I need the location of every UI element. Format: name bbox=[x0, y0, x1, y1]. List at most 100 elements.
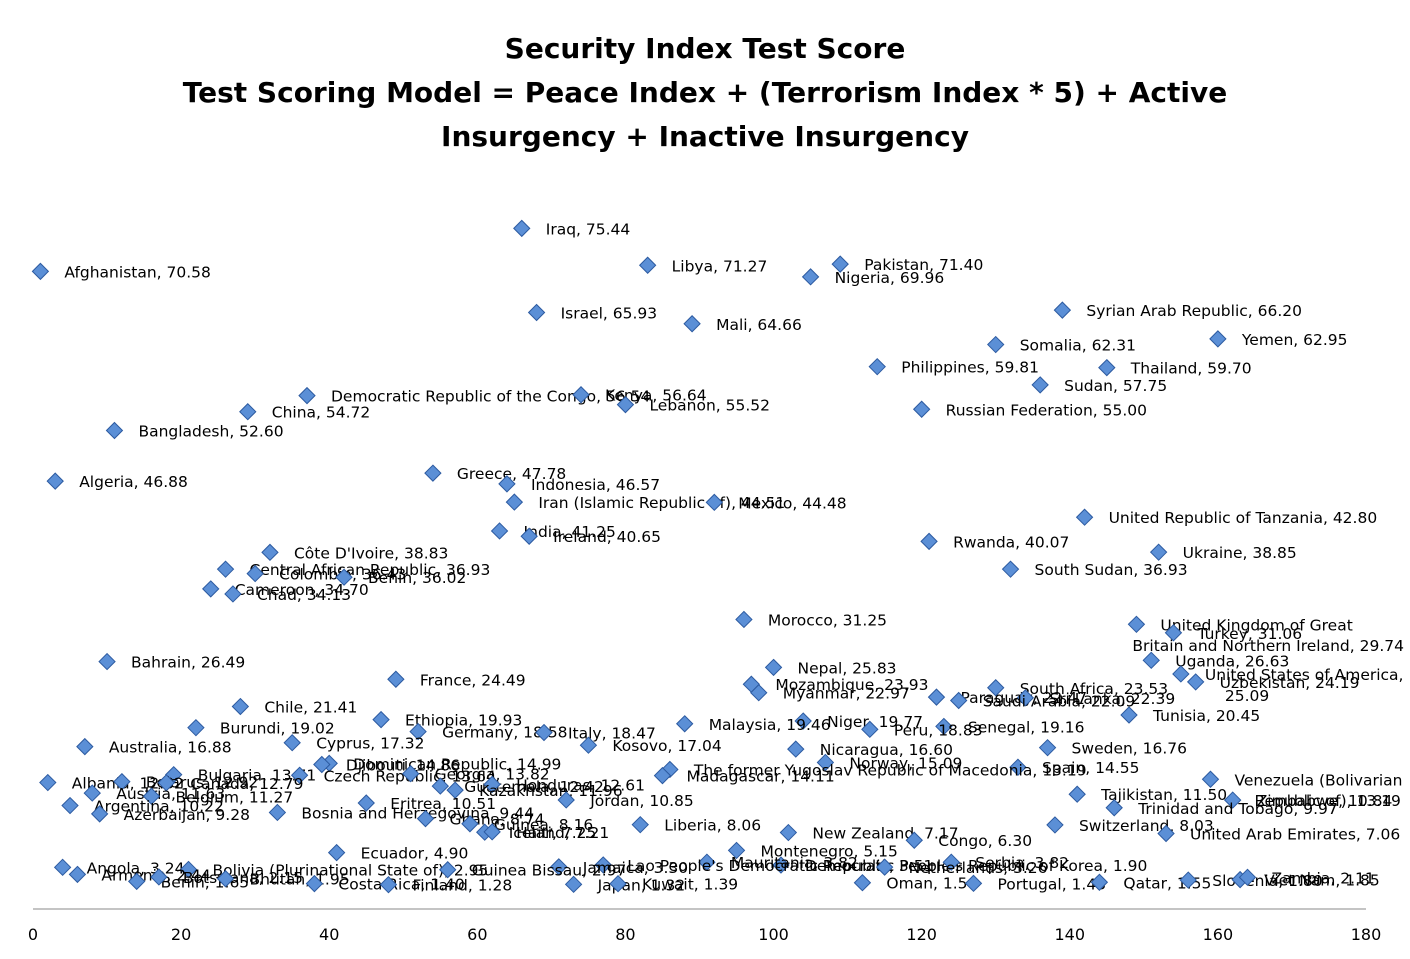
point-label: Nepal, 25.83 bbox=[798, 659, 897, 677]
point-label: Bosnia and Herzegovina, 9.44 bbox=[301, 804, 534, 822]
point-label: Viet Nam, 1.85 bbox=[1264, 872, 1380, 890]
point-marker bbox=[483, 823, 501, 841]
point-marker bbox=[46, 472, 64, 490]
point-marker bbox=[39, 773, 57, 792]
point-label: China, 54.72 bbox=[272, 404, 371, 422]
point-label: Belgium, 11.27 bbox=[175, 788, 293, 806]
point-marker bbox=[157, 774, 176, 792]
point-marker bbox=[1038, 738, 1057, 757]
point-label: Sudan, 57.75 bbox=[1064, 377, 1167, 395]
point-marker bbox=[61, 796, 79, 815]
point-label: Serbia, 3.82 bbox=[975, 854, 1069, 872]
point-label: Burundi, 19.02 bbox=[220, 720, 335, 738]
point-marker bbox=[816, 753, 835, 772]
point-marker bbox=[513, 219, 531, 238]
point-marker bbox=[409, 722, 427, 741]
point-label: Guinea Bissau, 2.97 bbox=[472, 862, 627, 880]
point-marker bbox=[1179, 871, 1197, 889]
point-label: Zimbabwe, 10.84 bbox=[1257, 792, 1393, 810]
point-label: Libya, 71.27 bbox=[672, 257, 768, 275]
point-label: United Arab Emirates, 7.06 bbox=[1190, 826, 1400, 844]
point-marker bbox=[750, 684, 768, 702]
point-marker bbox=[1001, 560, 1020, 578]
point-label: Iraq, 75.44 bbox=[546, 220, 631, 238]
point-label: Afghanistan, 70.58 bbox=[64, 263, 211, 281]
point-marker bbox=[564, 875, 583, 894]
point-marker bbox=[127, 872, 146, 891]
point-label: United Kingdom of Great Britain and North… bbox=[1132, 616, 1404, 655]
point-label: Syrian Arab Republic, 66.20 bbox=[1086, 302, 1302, 320]
point-label: Eritrea, 10.51 bbox=[390, 795, 496, 813]
point-marker bbox=[1016, 689, 1035, 707]
x-tick-label: 180 bbox=[1351, 925, 1382, 944]
point-label: South Sudan, 36.93 bbox=[1035, 561, 1188, 579]
point-label: Liberia, 8.06 bbox=[664, 817, 761, 835]
point-marker bbox=[579, 736, 598, 754]
point-marker bbox=[98, 652, 116, 671]
point-marker bbox=[527, 303, 546, 322]
point-marker bbox=[927, 688, 946, 706]
point-marker bbox=[1053, 301, 1072, 319]
point-label: Bhutan, 1.95 bbox=[250, 871, 350, 889]
point-marker bbox=[727, 841, 746, 860]
point-marker bbox=[550, 858, 568, 876]
point-label: Kazakhstan, 11.96 bbox=[479, 782, 623, 800]
point-label: Portugal, 1.43 bbox=[998, 875, 1107, 893]
point-label: Venezuela (Bolivarian Republic of), 13.19 bbox=[1234, 771, 1402, 810]
point-marker bbox=[1127, 615, 1146, 634]
point-marker bbox=[794, 712, 812, 730]
point-label: Trinidad and Tobago, 9.97 bbox=[1137, 800, 1338, 818]
point-marker bbox=[905, 831, 923, 849]
point-marker bbox=[875, 858, 894, 876]
point-label: Turkey, 31.06 bbox=[1196, 625, 1302, 643]
point-label: Tajikistan, 11.50 bbox=[1100, 786, 1227, 804]
point-label: Bulgaria, 13.71 bbox=[198, 767, 317, 785]
point-marker bbox=[831, 255, 849, 273]
point-marker bbox=[801, 268, 820, 286]
title-line-1: Security Index Test Score bbox=[505, 32, 906, 65]
point-marker bbox=[416, 809, 435, 828]
point-marker bbox=[557, 791, 575, 809]
point-marker bbox=[764, 658, 783, 677]
point-marker bbox=[1046, 816, 1064, 834]
x-tick-label: 140 bbox=[1055, 925, 1086, 944]
point-marker bbox=[379, 875, 398, 894]
point-label: Saudi Arabia, 22.09 bbox=[983, 693, 1136, 711]
point-label: Mali, 64.66 bbox=[716, 316, 802, 334]
point-marker bbox=[1098, 358, 1116, 377]
data-points: Iraq, 75.44 Afghanistan, 70.58 Libya, 71.2… bbox=[31, 219, 1404, 895]
title-line-2: Test Scoring Model = Peace Index + (Terr… bbox=[183, 76, 1227, 109]
point-label: Cyprus, 17.32 bbox=[316, 735, 424, 753]
point-label: Senegal, 19.16 bbox=[968, 718, 1085, 736]
point-marker bbox=[520, 527, 538, 545]
point-label: Montenegro, 5.15 bbox=[761, 842, 898, 860]
point-marker bbox=[1201, 770, 1220, 788]
point-label: South Africa, 23.53 bbox=[1020, 680, 1168, 698]
point-marker bbox=[246, 564, 264, 583]
point-label: Kosovo, 17.04 bbox=[612, 737, 721, 755]
point-label: Switzerland, 8.03 bbox=[1079, 817, 1214, 835]
point-marker bbox=[1120, 706, 1138, 724]
point-label: Côte D'Ivoire, 38.83 bbox=[294, 544, 448, 562]
point-marker bbox=[675, 715, 694, 733]
point-marker bbox=[446, 781, 464, 799]
point-marker bbox=[653, 766, 672, 785]
point-marker bbox=[150, 868, 168, 886]
x-tick-label: 160 bbox=[1203, 925, 1234, 944]
point-marker bbox=[239, 403, 257, 421]
point-label: Chile, 21.41 bbox=[264, 699, 357, 717]
point-marker bbox=[638, 256, 657, 274]
point-marker bbox=[912, 400, 931, 418]
point-label: Cameroon, 34.70 bbox=[235, 581, 369, 599]
point-label: Argentina, 10.22 bbox=[94, 798, 224, 816]
point-marker bbox=[231, 697, 250, 716]
point-label: Rwanda, 40.07 bbox=[953, 533, 1069, 551]
point-marker bbox=[261, 543, 279, 562]
point-label: Chad, 34.13 bbox=[257, 586, 351, 604]
point-label: Uganda, 26.63 bbox=[1175, 652, 1289, 670]
point-label: Ethiopia, 19.93 bbox=[405, 712, 522, 730]
point-label: Sweden, 16.76 bbox=[1072, 740, 1187, 758]
x-axis-ticks: 0 20 40 60 80 100 120 140 160 180 bbox=[28, 925, 1381, 944]
point-label: Israel, 65.93 bbox=[561, 305, 658, 323]
